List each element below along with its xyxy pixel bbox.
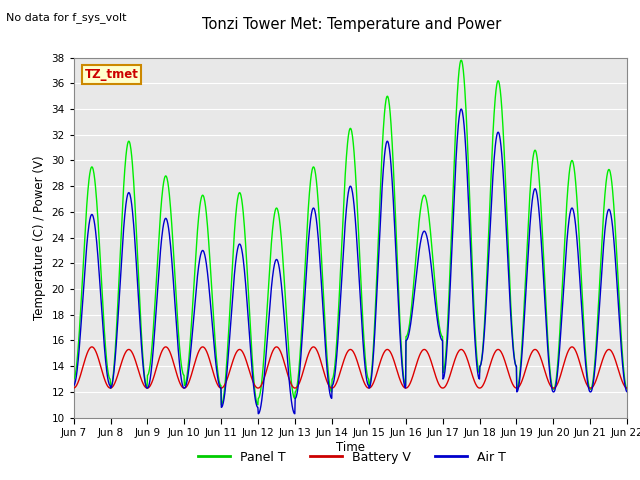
X-axis label: Time: Time xyxy=(336,441,365,454)
Legend: Panel T, Battery V, Air T: Panel T, Battery V, Air T xyxy=(193,446,511,469)
Text: TZ_tmet: TZ_tmet xyxy=(84,68,138,82)
Y-axis label: Temperature (C) / Power (V): Temperature (C) / Power (V) xyxy=(33,156,46,320)
Text: Tonzi Tower Met: Temperature and Power: Tonzi Tower Met: Temperature and Power xyxy=(202,17,502,32)
Text: No data for f_sys_volt: No data for f_sys_volt xyxy=(6,12,127,23)
